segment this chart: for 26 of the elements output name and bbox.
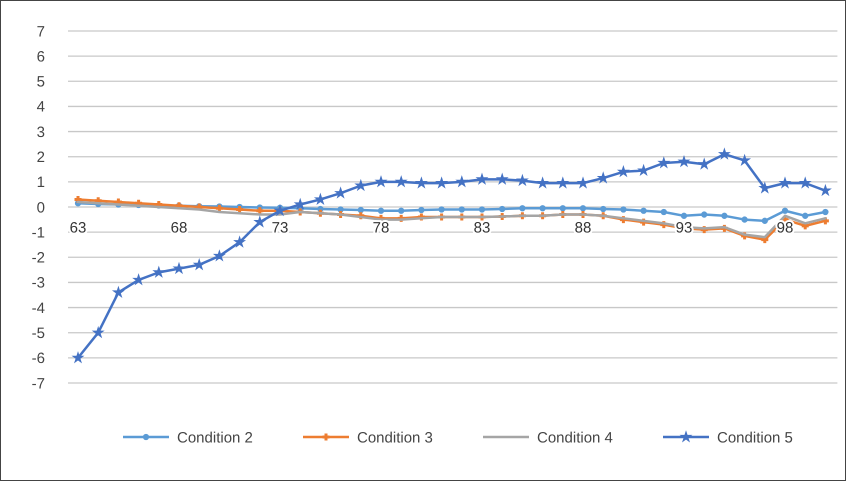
y-tick-label: 4 [36, 98, 45, 116]
y-tick-label: -3 [32, 274, 45, 292]
y-tick-label: 7 [36, 23, 45, 40]
y-tick-label: -1 [32, 224, 45, 242]
x-tick-label: 83 [474, 219, 490, 236]
y-tick-label: 3 [36, 124, 45, 141]
y-tick-label: -5 [32, 324, 45, 342]
x-tick-label: 98 [776, 219, 794, 236]
x-tick-label: 63 [70, 219, 86, 236]
x-tick-label: 88 [574, 219, 592, 236]
y-tick-label: -7 [32, 375, 45, 392]
legend-label: Condition 2 [177, 429, 253, 446]
y-tick-label: -6 [32, 350, 45, 368]
legend-label: Condition 5 [717, 429, 793, 446]
y-tick-label: -2 [32, 250, 45, 267]
y-tick-label: 0 [36, 199, 45, 216]
x-tick-label: 68 [170, 219, 188, 236]
y-tick-label: 5 [36, 74, 45, 91]
y-tick-label: 2 [36, 148, 45, 166]
legend-label: Condition 4 [537, 429, 613, 446]
x-tick-label: 78 [372, 219, 390, 236]
x-tick-label: 73 [272, 219, 288, 236]
y-tick-label: 1 [36, 174, 45, 192]
y-tick-label: 6 [36, 48, 45, 66]
legend-label: Condition 3 [357, 429, 433, 446]
y-tick-label: -4 [32, 300, 45, 317]
